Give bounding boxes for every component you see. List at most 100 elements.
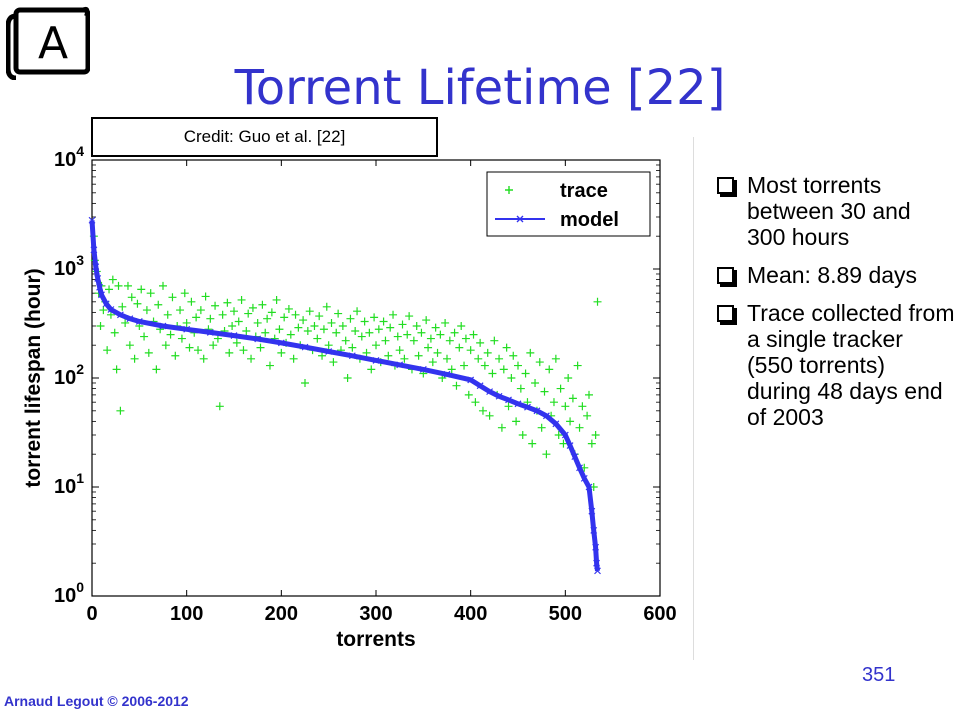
trace-point	[436, 330, 445, 339]
trace-point	[495, 354, 504, 363]
trace-point	[386, 323, 395, 332]
model-point	[419, 365, 427, 373]
trace-point	[110, 328, 119, 337]
trace-point	[234, 317, 243, 326]
footer-copyright: Arnaud Legout © 2006-2012	[4, 693, 189, 709]
trace-point	[568, 394, 577, 403]
trace-point	[125, 341, 134, 350]
trace-point	[490, 336, 499, 345]
trace-point	[466, 346, 475, 355]
trace-point	[554, 430, 563, 439]
trace-point	[566, 417, 575, 426]
x-tick-label: 0	[86, 603, 97, 625]
trace-point	[499, 365, 508, 374]
trace-point	[112, 365, 121, 374]
trace-point	[99, 306, 108, 315]
model-point	[230, 332, 238, 340]
trace-point	[412, 321, 421, 330]
trace-point	[105, 285, 114, 294]
trace-point	[469, 330, 478, 339]
trace-point	[395, 346, 404, 355]
model-point	[159, 322, 167, 330]
trace-point	[483, 348, 492, 357]
trace-point	[372, 341, 380, 350]
model-point	[325, 348, 333, 355]
trace-point	[457, 321, 466, 330]
trace-point	[301, 378, 309, 387]
trace-point	[443, 354, 451, 363]
trace-point	[460, 361, 469, 370]
model-point	[580, 474, 588, 482]
trace-point	[556, 384, 565, 393]
trace-point	[168, 293, 177, 302]
trace-point	[351, 326, 360, 335]
model-point	[576, 464, 583, 472]
trace-point	[206, 314, 215, 323]
bullet-item: Mean: 8.89 days	[715, 262, 955, 288]
trace-point	[177, 334, 186, 343]
trace-point	[379, 317, 388, 326]
trace-point	[389, 310, 398, 319]
model-point	[396, 361, 404, 369]
trace-point	[171, 351, 180, 360]
model-point	[372, 356, 380, 364]
trace-point	[96, 321, 105, 330]
bullet-item: Most torrents between 30 and 300 hours	[715, 172, 955, 250]
trace-point	[303, 326, 312, 335]
trace-point	[353, 307, 362, 316]
trace-point	[414, 351, 423, 360]
trace-point	[130, 354, 139, 363]
model-point	[514, 400, 522, 408]
trace-point	[573, 361, 582, 370]
checkbox-bullet-icon	[717, 177, 734, 194]
trace-point	[327, 318, 336, 327]
trace-point	[362, 348, 371, 357]
trace-point	[180, 289, 189, 298]
model-point	[542, 412, 550, 420]
trace-point	[284, 304, 293, 313]
model-point	[254, 335, 262, 343]
trace-point	[154, 300, 163, 309]
trace-point	[346, 314, 355, 323]
model-point	[126, 315, 134, 323]
scroll-badge-icon: A	[6, 6, 90, 80]
trace-point	[403, 330, 412, 339]
trace-point	[176, 306, 185, 315]
model-line	[89, 220, 600, 572]
trace-point	[286, 330, 295, 339]
trace-point	[194, 346, 203, 355]
trace-point	[474, 354, 483, 363]
trace-point	[455, 343, 464, 352]
trace-point	[405, 312, 414, 321]
trace-point	[201, 292, 210, 301]
trace-point	[542, 450, 551, 459]
trace-point	[133, 299, 142, 308]
credit-box: Credit: Guo et al. [22]	[91, 117, 438, 157]
trace-point	[370, 313, 379, 322]
trace-point	[528, 439, 537, 448]
column-divider	[693, 137, 694, 660]
y-tick-label: 100	[54, 579, 84, 607]
legend-box	[486, 171, 651, 237]
model-point	[206, 328, 214, 336]
trace-point	[127, 293, 136, 302]
trace-point	[433, 348, 442, 357]
model-point	[96, 283, 103, 291]
trace-point	[199, 354, 208, 363]
trace-point	[123, 281, 132, 290]
trace-point	[211, 301, 220, 310]
trace-point	[310, 321, 319, 330]
trace-point	[365, 328, 374, 337]
trace-point	[488, 369, 497, 378]
model-point	[594, 567, 601, 575]
trace-point	[294, 323, 303, 332]
checkbox-bullet-icon	[717, 267, 734, 284]
model-point	[92, 263, 100, 271]
y-tick-label: 101	[54, 470, 84, 498]
trace-point	[159, 281, 167, 290]
trace-point	[187, 297, 196, 306]
trace-point	[585, 390, 593, 399]
trace-point	[332, 328, 341, 337]
trace-point	[502, 343, 511, 352]
x-tick-label: 600	[643, 603, 676, 625]
